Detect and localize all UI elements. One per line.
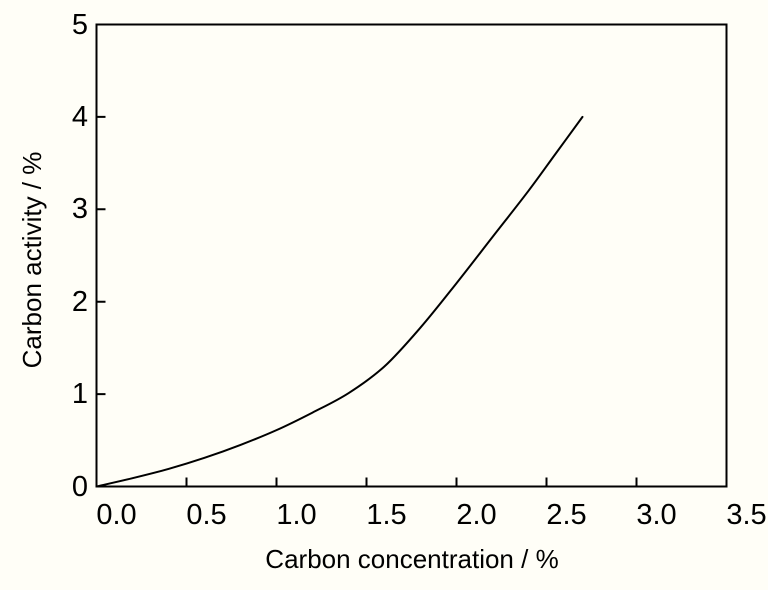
y-tick-label: 2 <box>71 285 88 318</box>
y-tick-label: 5 <box>71 8 88 41</box>
axis-tick-marks <box>97 115 638 486</box>
x-tick-label: 3.5 <box>726 499 767 531</box>
x-tick-label: 2.0 <box>456 499 497 531</box>
x-axis-title: Carbon concentration / % <box>265 544 559 574</box>
y-tick-label: 1 <box>71 378 88 411</box>
x-tick-label: 1.0 <box>276 499 317 531</box>
x-tick-label: 0.5 <box>186 499 227 531</box>
y-tick-label: 3 <box>71 193 88 226</box>
y-axis-title: Carbon activity / % <box>17 151 47 369</box>
x-tick-label: 3.0 <box>636 499 677 531</box>
x-tick-label: 1.5 <box>366 499 407 531</box>
x-tick-label: 2.5 <box>546 499 587 531</box>
x-tick-label: 0.0 <box>96 499 137 531</box>
data-curve <box>95 115 584 488</box>
plot-border <box>95 23 728 488</box>
y-tick-label: 0 <box>71 470 88 503</box>
y-tick-label: 4 <box>71 100 88 133</box>
